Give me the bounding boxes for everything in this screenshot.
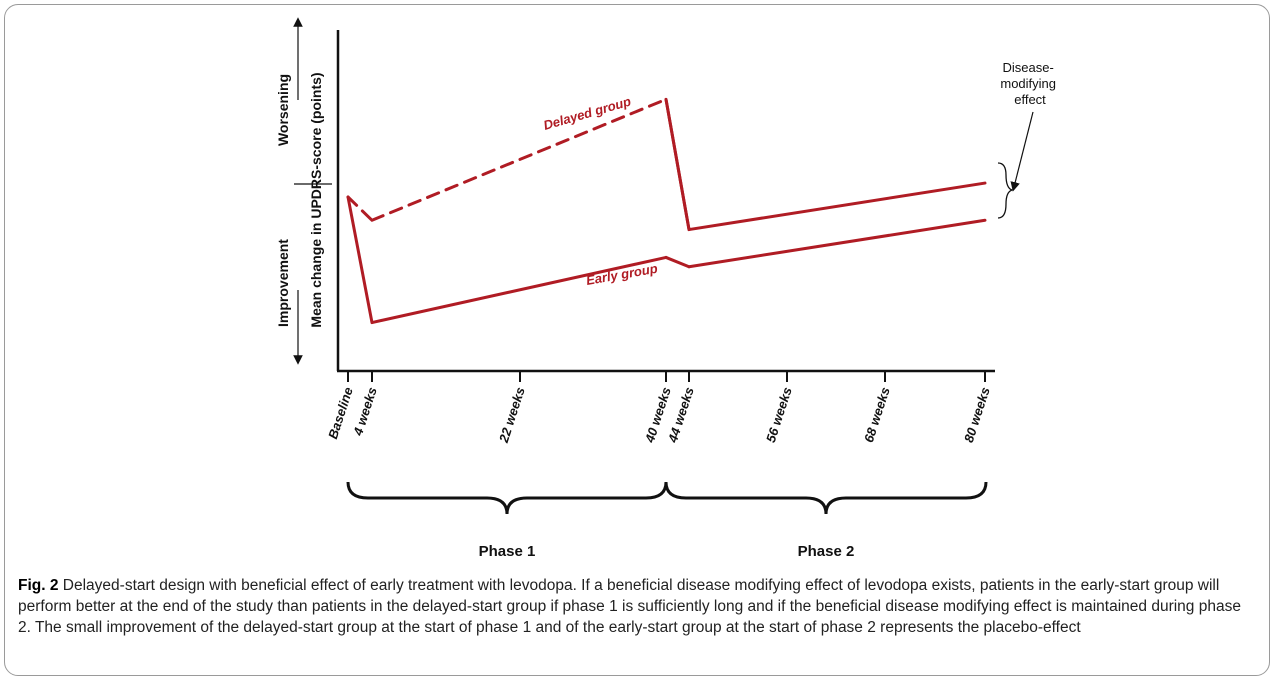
phase2-label: Phase 2: [798, 543, 855, 560]
effect-brace: [997, 162, 1015, 219]
worsening-label: Worsening: [275, 74, 291, 146]
x-tick-label: 56 weeks: [763, 385, 795, 444]
series-layer: [346, 97, 987, 325]
annot-line-2: modifying: [1000, 76, 1056, 91]
improvement-label: Improvement: [275, 239, 291, 327]
delayed-group-segment: [346, 195, 374, 222]
phase2-brace: [664, 481, 988, 515]
early-group-segment: [687, 218, 987, 269]
x-tick-label: 80 weeks: [961, 385, 993, 444]
early-group-label: Early group: [585, 261, 659, 288]
delayed-group-segment: [370, 97, 668, 222]
early-group-segment: [664, 255, 691, 269]
y-axis-label: Mean change in UPDRS-score (points): [308, 72, 324, 327]
caption-text: Delayed-start design with beneficial eff…: [18, 577, 1241, 636]
early-group-segment: [346, 195, 374, 325]
figure-caption: Fig. 2 Delayed-start design with benefic…: [18, 575, 1258, 638]
early-group-segment: [370, 255, 668, 325]
x-tick-label: 68 weeks: [861, 385, 893, 444]
phase1-label: Phase 1: [479, 543, 536, 560]
x-tick-label: 22 weeks: [496, 385, 528, 445]
phase1-brace: [346, 481, 668, 515]
delayed-group-label: Delayed group: [542, 94, 633, 133]
delayed-group-drop: [664, 97, 691, 232]
annot-line-1: Disease-: [1003, 60, 1054, 75]
annotation-arrow: [1010, 111, 1034, 192]
caption-label: Fig. 2: [18, 577, 59, 594]
annot-line-3: effect: [1014, 92, 1046, 107]
delayed-group-segment: [687, 181, 987, 232]
figure-diagram: Worsening Improvement Mean change in UPD…: [275, 17, 1059, 560]
disease-modifying-label: Disease- modifying effect: [1000, 60, 1059, 107]
figure-frame: [4, 4, 1270, 676]
